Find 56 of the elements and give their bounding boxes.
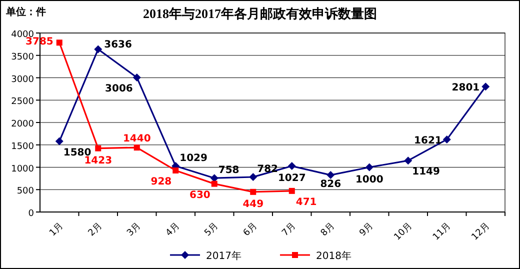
data-label: 3006 [105, 83, 133, 94]
data-label: 1149 [412, 166, 440, 178]
data-label: 2801 [452, 82, 480, 94]
y-tick-label: 0 [28, 209, 34, 219]
x-tick-label: 6月 [242, 221, 260, 239]
point [94, 45, 102, 54]
data-label: 1000 [355, 174, 384, 186]
point [132, 73, 141, 82]
point [404, 156, 412, 165]
x-tick-label: 2月 [86, 221, 104, 239]
x-tick-label: 12月 [470, 221, 492, 243]
point [365, 163, 374, 172]
x-tick-label: 10月 [392, 221, 414, 243]
legend-label: 2018年 [316, 250, 352, 262]
x-tick-label: 1月 [48, 221, 66, 239]
point [482, 82, 490, 91]
x-tick-label: 3月 [126, 221, 143, 239]
data-label: 471 [296, 196, 317, 208]
y-tick-label: 2000 [11, 120, 34, 130]
data-label: 1621 [414, 135, 442, 146]
text: 单位：件 [5, 6, 46, 18]
x-tick-label: 11月 [431, 221, 453, 243]
data-label: 1027 [278, 173, 306, 184]
y-tick-label: 3500 [11, 52, 34, 62]
x-tick-label: 4月 [164, 221, 182, 239]
y-tick-label: 2500 [11, 97, 34, 108]
data-label: 1029 [180, 152, 208, 164]
point [172, 167, 179, 174]
y-tick-label: 1500 [11, 142, 34, 152]
y-tick-label: 3000 [11, 74, 34, 85]
data-label: 928 [150, 176, 172, 188]
data-label: 630 [190, 190, 210, 201]
point [134, 144, 140, 151]
point [55, 137, 64, 146]
data-label: 1440 [122, 134, 151, 145]
point [288, 188, 295, 194]
point [249, 173, 258, 182]
point [326, 171, 335, 180]
point [56, 40, 62, 46]
x-tick-label: 9月 [358, 221, 376, 239]
x-tick-label: 8月 [319, 221, 337, 239]
data-label: 3636 [104, 39, 132, 50]
point [250, 188, 256, 195]
point [442, 135, 451, 144]
legend-label: 2017年 [206, 250, 242, 262]
point [288, 162, 296, 170]
point [211, 180, 218, 187]
x-tick-label: 7月 [280, 221, 298, 239]
data-label: 1423 [84, 155, 112, 166]
y-tick-label: 1000 [11, 164, 34, 174]
x-tick-label: 5月 [203, 221, 220, 239]
data-label: 826 [320, 179, 342, 190]
y-tick-label: 500 [16, 186, 34, 197]
chart-title: 2018年与2017年各月邮政有效申诉数量图 [143, 6, 377, 21]
point [95, 145, 102, 152]
data-label: 449 [242, 198, 264, 210]
